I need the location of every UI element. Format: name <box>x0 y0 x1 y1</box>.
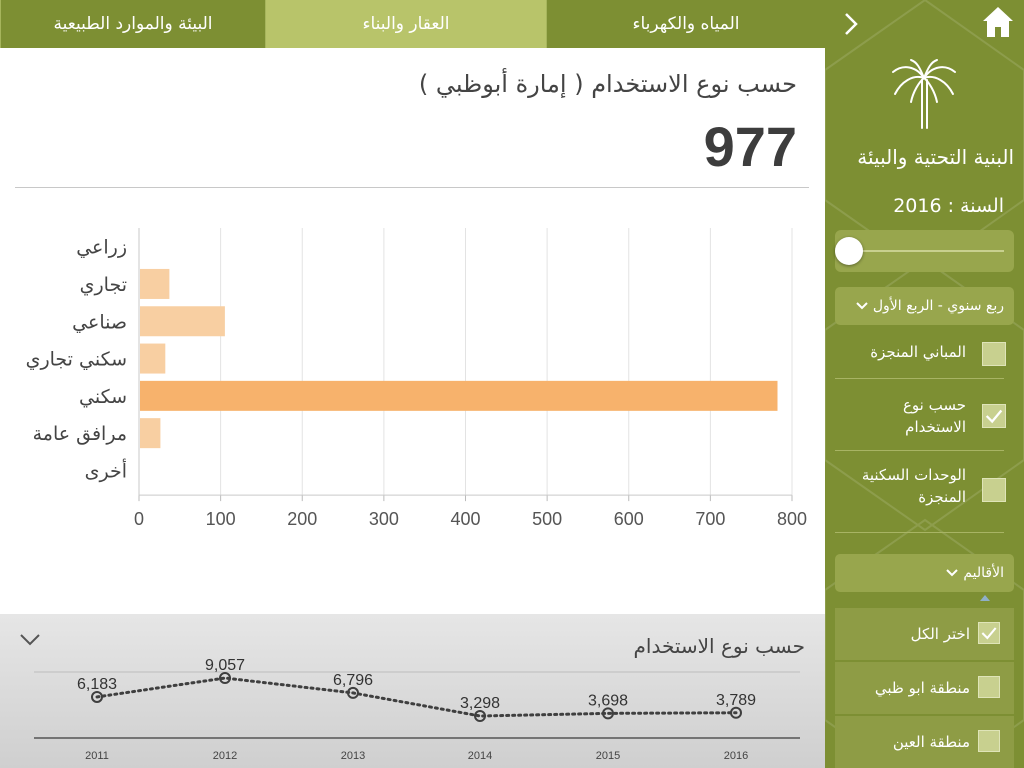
caret-up-icon <box>980 595 990 601</box>
divider <box>835 532 1004 533</box>
data-label: 3,698 <box>588 692 628 709</box>
region-label: منطقة العين <box>892 733 970 751</box>
x-tick-label: 0 <box>134 509 144 529</box>
region-label: منطقة ابو ظبي <box>874 679 970 697</box>
option-label: المباني المنجزة <box>870 343 966 361</box>
x-tick-label: 700 <box>695 509 725 529</box>
checkbox[interactable] <box>982 478 1006 502</box>
x-tick-label: 2016 <box>724 750 748 762</box>
chevron-down-icon <box>946 569 959 577</box>
data-point[interactable] <box>602 707 614 720</box>
x-tick-label: 2013 <box>341 750 365 762</box>
option-residential-units[interactable]: الوحدات السكنية المنجزة <box>835 462 1014 510</box>
category-label: زراعي <box>76 237 127 259</box>
year-slider[interactable] <box>835 230 1014 272</box>
year-label: السنة : 2016 <box>893 195 1004 217</box>
category-label: تجاري <box>80 274 127 296</box>
bar-chart: 0 100 200 300 400 500 600 700 800 زراعي تجاري صناعي… <box>26 228 807 529</box>
main-panel: حسب نوع الاستخدام ( إمارة أبوظبي ) 977 0… <box>0 48 825 614</box>
period-dropdown[interactable]: ربع سنوي - الربع الأول <box>835 287 1014 325</box>
category-label: صناعي <box>72 311 127 333</box>
regions-dropdown-label: الأقاليم <box>963 565 1004 581</box>
checkbox[interactable] <box>978 730 1000 752</box>
x-tick-label: 500 <box>532 509 562 529</box>
data-label: 6,183 <box>77 676 117 693</box>
option-completed-buildings[interactable]: المباني المنجزة <box>835 336 1014 372</box>
divider <box>15 187 809 188</box>
regions-dropdown[interactable]: الأقاليم <box>835 554 1014 592</box>
x-tick-label: 2011 <box>85 750 109 762</box>
option-label: حسب نوع الاستخدام <box>902 396 966 436</box>
home-icon[interactable] <box>980 4 1016 40</box>
trend-title: حسب نوع الاستخدام <box>633 634 806 658</box>
palm-tree-icon <box>892 59 956 129</box>
x-tick-label: 2012 <box>213 750 237 762</box>
option-label: الوحدات السكنية المنجزة <box>861 466 966 506</box>
section-title: البنية التحتية والبيئة <box>857 145 1014 169</box>
tab-water-electricity[interactable]: المياه والكهرباء <box>546 0 825 48</box>
tab-real-estate[interactable]: العقار والبناء <box>265 0 546 48</box>
checkbox-checked[interactable] <box>982 404 1006 428</box>
bar[interactable] <box>140 380 778 411</box>
bar[interactable] <box>140 306 225 337</box>
divider <box>835 378 1004 379</box>
series-line <box>95 676 738 718</box>
x-tick-label: 200 <box>287 509 317 529</box>
line-chart: 6,183 2011 9,057 2012 6,796 2013 3,298 2014 3,69… <box>34 657 800 762</box>
total-value: 977 <box>703 115 797 178</box>
data-label: 9,057 <box>205 657 245 674</box>
data-point[interactable] <box>474 710 486 722</box>
region-abu-dhabi[interactable]: منطقة ابو ظبي <box>835 662 1014 714</box>
option-by-usage-type[interactable]: حسب نوع الاستخدام <box>835 392 1014 440</box>
bar[interactable] <box>140 418 161 449</box>
page-title: حسب نوع الاستخدام ( إمارة أبوظبي ) <box>418 70 797 98</box>
chevron-right-icon[interactable] <box>841 10 861 38</box>
checkbox[interactable] <box>978 676 1000 698</box>
data-point[interactable] <box>91 690 103 703</box>
slider-track <box>849 250 1004 252</box>
x-tick-label: 100 <box>206 509 236 529</box>
x-tick-label: 600 <box>614 509 644 529</box>
region-label: اختر الكل <box>910 625 970 643</box>
data-point[interactable] <box>219 672 231 684</box>
category-label: أخرى <box>85 458 127 482</box>
category-label: سكني <box>79 386 127 408</box>
trend-panel: حسب نوع الاستخدام 6,183 2011 9,057 2012 6,79… <box>0 614 825 768</box>
data-point[interactable] <box>347 686 359 699</box>
data-label: 3,789 <box>716 692 756 709</box>
data-label: 6,796 <box>333 672 373 689</box>
category-label: مرافق عامة <box>33 423 127 445</box>
x-tick-label: 300 <box>369 509 399 529</box>
tab-environment[interactable]: البيئة والموارد الطبيعية <box>0 0 265 48</box>
checkmark-icon <box>985 409 1003 424</box>
x-tick-label: 800 <box>777 509 807 529</box>
checkbox[interactable] <box>982 342 1006 366</box>
bar[interactable] <box>140 343 166 374</box>
x-tick-label: 400 <box>450 509 480 529</box>
top-tabs: البيئة والموارد الطبيعية العقار والبناء … <box>0 0 825 48</box>
bar[interactable] <box>140 268 170 299</box>
region-select-all[interactable]: اختر الكل <box>835 608 1014 660</box>
divider <box>835 450 1004 451</box>
chevron-down-icon[interactable] <box>18 628 42 652</box>
sidebar: البنية التحتية والبيئة السنة : 2016 ربع … <box>825 0 1024 768</box>
data-label: 3,298 <box>460 695 500 712</box>
period-dropdown-label: ربع سنوي - الربع الأول <box>872 298 1004 314</box>
checkbox-checked[interactable] <box>978 622 1000 644</box>
x-tick-label: 2014 <box>468 750 492 762</box>
x-tick-label: 2015 <box>596 750 620 762</box>
region-al-ain[interactable]: منطقة العين <box>835 716 1014 768</box>
slider-knob[interactable] <box>835 237 863 265</box>
category-label: سكني تجاري <box>26 349 127 371</box>
chevron-down-icon <box>856 302 868 310</box>
checkmark-icon <box>981 627 997 640</box>
data-point[interactable] <box>730 706 742 719</box>
